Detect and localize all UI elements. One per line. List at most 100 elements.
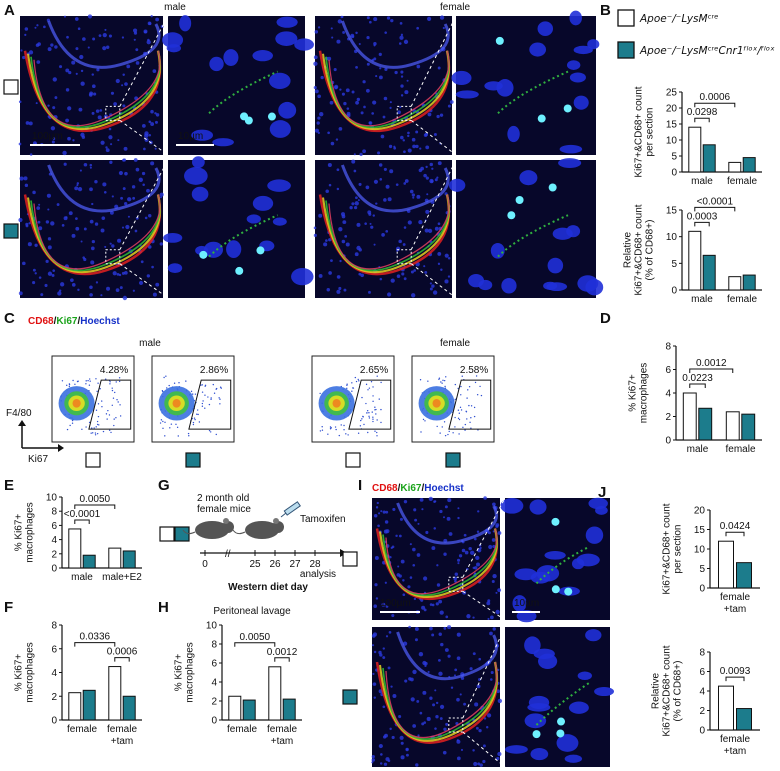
nucleus (341, 15, 344, 18)
nucleus (351, 35, 355, 39)
arrow-head (58, 444, 64, 452)
event (469, 421, 471, 424)
nucleus (427, 228, 433, 234)
event (438, 378, 440, 381)
nucleus (65, 88, 70, 92)
nucleus (66, 35, 69, 39)
nucleus (83, 162, 88, 167)
nucleus (496, 756, 500, 761)
significance-bracket (694, 117, 710, 123)
group-title: female (440, 2, 470, 13)
nucleus (184, 167, 208, 185)
stain-part: Ki67 (400, 483, 422, 494)
bar (688, 230, 702, 291)
nucleus (437, 658, 441, 662)
nucleus (35, 102, 38, 105)
event (374, 406, 376, 408)
event (192, 423, 195, 426)
event (461, 375, 463, 377)
event (113, 418, 115, 420)
stain-part: / (421, 483, 424, 494)
event (365, 402, 367, 405)
bar (698, 407, 713, 441)
nucleus (109, 242, 112, 245)
text-line: female (727, 176, 757, 187)
nucleus (373, 696, 376, 699)
bar (268, 666, 282, 721)
nucleus (294, 38, 314, 51)
nucleus (429, 162, 433, 167)
stain-label: CD68/Ki67/Hoechst (372, 483, 464, 494)
nucleus (457, 516, 460, 520)
nucleus (444, 253, 449, 258)
event (367, 431, 369, 434)
event (375, 413, 377, 415)
nucleus (547, 257, 564, 274)
nucleus (331, 36, 334, 39)
nucleus (412, 724, 417, 728)
nucleus (364, 222, 367, 225)
event (99, 388, 101, 390)
nucleus (87, 46, 90, 49)
p-value: 0.0012 (267, 647, 298, 658)
nucleus (445, 615, 449, 619)
nucleus (495, 609, 500, 615)
text-line: female (227, 724, 257, 735)
nucleus (389, 169, 394, 174)
nucleus (82, 37, 86, 41)
event (460, 394, 462, 396)
nucleus (150, 161, 155, 166)
nucleus (564, 754, 583, 763)
nucleus (124, 201, 128, 206)
nucleus (77, 27, 81, 30)
significance-bracket (74, 519, 90, 524)
nucleus (355, 31, 358, 35)
nucleus (106, 286, 111, 291)
nucleus (118, 273, 122, 277)
lumen-edge (396, 502, 498, 545)
nucleus (29, 153, 33, 156)
nucleus (313, 85, 317, 90)
event (162, 420, 164, 423)
signal (535, 545, 590, 585)
nucleus (416, 553, 421, 557)
nucleus (413, 597, 417, 601)
nucleus (404, 679, 408, 683)
panel-label: E (4, 477, 14, 494)
density (72, 399, 81, 408)
nucleus (121, 84, 124, 87)
event (185, 380, 187, 382)
nucleus (402, 593, 406, 597)
stain-part: Hoechst (80, 316, 120, 327)
event (163, 376, 165, 379)
nucleus (74, 17, 79, 21)
nucleus (316, 121, 320, 125)
y-tick-label: 6 (665, 365, 671, 376)
signal (535, 682, 590, 726)
nucleus (349, 206, 353, 210)
event (118, 380, 121, 383)
nucleus (144, 216, 148, 220)
event (160, 419, 163, 421)
event (201, 391, 204, 393)
p-value: 0.0006 (700, 92, 731, 103)
event (475, 375, 478, 377)
event (438, 377, 441, 379)
positive-cell (235, 266, 244, 275)
nucleus (372, 672, 375, 676)
nucleus (109, 160, 113, 164)
nucleus (357, 199, 360, 202)
event (445, 376, 447, 378)
panel-label: H (158, 599, 169, 616)
event (345, 433, 347, 435)
nucleus (25, 222, 29, 226)
nucleus (22, 261, 26, 266)
event (88, 421, 91, 424)
event (452, 432, 454, 434)
event (85, 380, 87, 382)
nucleus (587, 39, 600, 50)
nucleus (209, 56, 224, 72)
nucleus (146, 274, 150, 278)
nucleus (133, 158, 138, 162)
event (162, 427, 164, 430)
